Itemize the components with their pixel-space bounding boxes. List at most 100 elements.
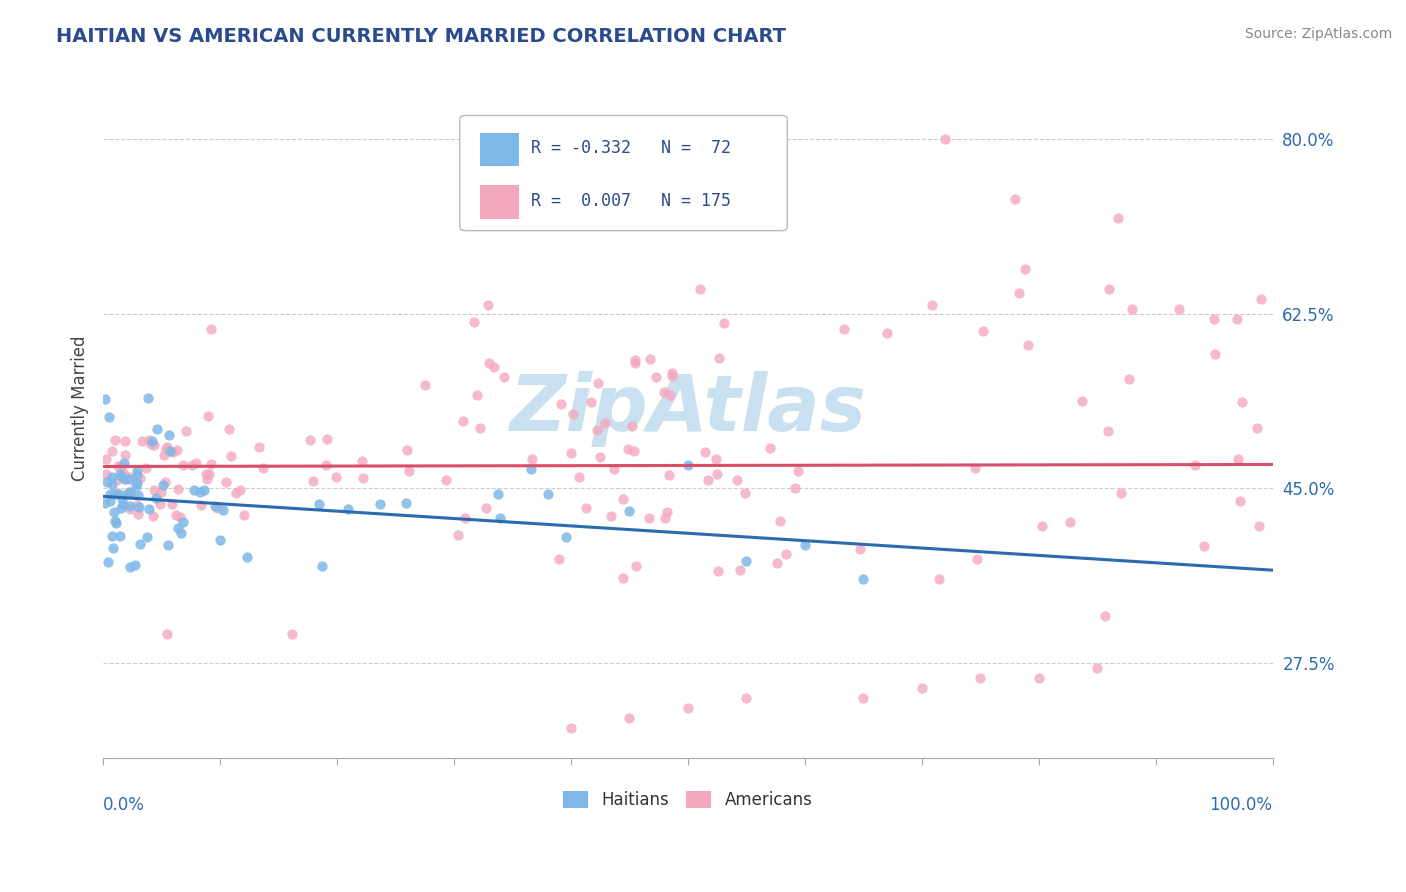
Point	[188, 484, 211, 499]
Point	[104, 516, 127, 531]
Text: 0.0%: 0.0%	[103, 796, 145, 814]
Point	[793, 538, 815, 552]
Point	[118, 502, 141, 516]
Point	[125, 476, 148, 491]
Point	[575, 500, 598, 515]
Point	[197, 409, 219, 424]
Point	[612, 571, 634, 585]
Point	[1097, 424, 1119, 438]
Point	[785, 481, 807, 495]
Point	[145, 491, 167, 505]
Point	[135, 460, 157, 475]
Point	[585, 423, 607, 437]
Point	[921, 298, 943, 312]
Point	[142, 438, 165, 452]
Point	[934, 132, 956, 146]
Point	[128, 500, 150, 514]
Point	[474, 500, 496, 515]
Point	[612, 492, 634, 507]
Point	[537, 487, 560, 501]
Point	[370, 497, 392, 511]
Point	[1202, 311, 1225, 326]
Point	[1017, 337, 1039, 351]
Point	[125, 499, 148, 513]
Point	[1118, 372, 1140, 386]
Point	[125, 467, 148, 482]
Text: R = -0.332   N =  72: R = -0.332 N = 72	[531, 139, 731, 157]
Point	[120, 484, 142, 499]
Point	[451, 414, 474, 428]
Point	[602, 461, 624, 475]
Point	[520, 462, 543, 476]
Point	[172, 458, 194, 472]
Point	[155, 627, 177, 641]
Point	[689, 282, 711, 296]
FancyBboxPatch shape	[479, 186, 519, 219]
Point	[395, 496, 418, 510]
Point	[181, 458, 204, 472]
Point	[560, 721, 582, 735]
Point	[398, 464, 420, 478]
Point	[172, 515, 194, 529]
Point	[101, 444, 124, 458]
Point	[170, 526, 193, 541]
Point	[94, 467, 117, 481]
Text: R =  0.007   N = 175: R = 0.007 N = 175	[531, 192, 731, 210]
Point	[447, 527, 470, 541]
Point	[600, 508, 623, 523]
Point	[482, 359, 505, 374]
Point	[131, 434, 153, 449]
Point	[560, 446, 582, 460]
Point	[107, 458, 129, 473]
Point	[104, 514, 127, 528]
Point	[118, 469, 141, 483]
Point	[589, 450, 612, 465]
Point	[138, 502, 160, 516]
Point	[112, 467, 135, 482]
Point	[221, 450, 243, 464]
Point	[1014, 262, 1036, 277]
Point	[676, 458, 699, 473]
Point	[157, 428, 180, 442]
Point	[298, 433, 321, 447]
Point	[911, 681, 934, 695]
Point	[103, 505, 125, 519]
Point	[928, 572, 950, 586]
Point	[1249, 519, 1271, 533]
Point	[769, 514, 792, 528]
Point	[488, 511, 510, 525]
Point	[155, 442, 177, 456]
Point	[548, 552, 571, 566]
Point	[110, 469, 132, 483]
Point	[200, 322, 222, 336]
Point	[477, 298, 499, 312]
Text: ZipAtlas: ZipAtlas	[509, 370, 866, 447]
Point	[315, 458, 337, 472]
Point	[117, 486, 139, 500]
Point	[218, 421, 240, 435]
Point	[94, 452, 117, 467]
Point	[658, 468, 681, 483]
Point	[1229, 494, 1251, 508]
Point	[98, 494, 121, 508]
Point	[728, 562, 751, 576]
Point	[713, 316, 735, 330]
Point	[1230, 394, 1253, 409]
Point	[198, 467, 221, 482]
Point	[725, 473, 748, 487]
Point	[174, 424, 197, 438]
Point	[396, 443, 419, 458]
Point	[593, 417, 616, 431]
Point	[111, 458, 134, 473]
Point	[101, 470, 124, 484]
Point	[235, 550, 257, 565]
Point	[311, 559, 333, 574]
Point	[561, 407, 583, 421]
Point	[707, 351, 730, 365]
Point	[153, 448, 176, 462]
Point	[350, 454, 373, 468]
Point	[1028, 671, 1050, 685]
Point	[316, 433, 339, 447]
Point	[127, 507, 149, 521]
Point	[108, 529, 131, 543]
